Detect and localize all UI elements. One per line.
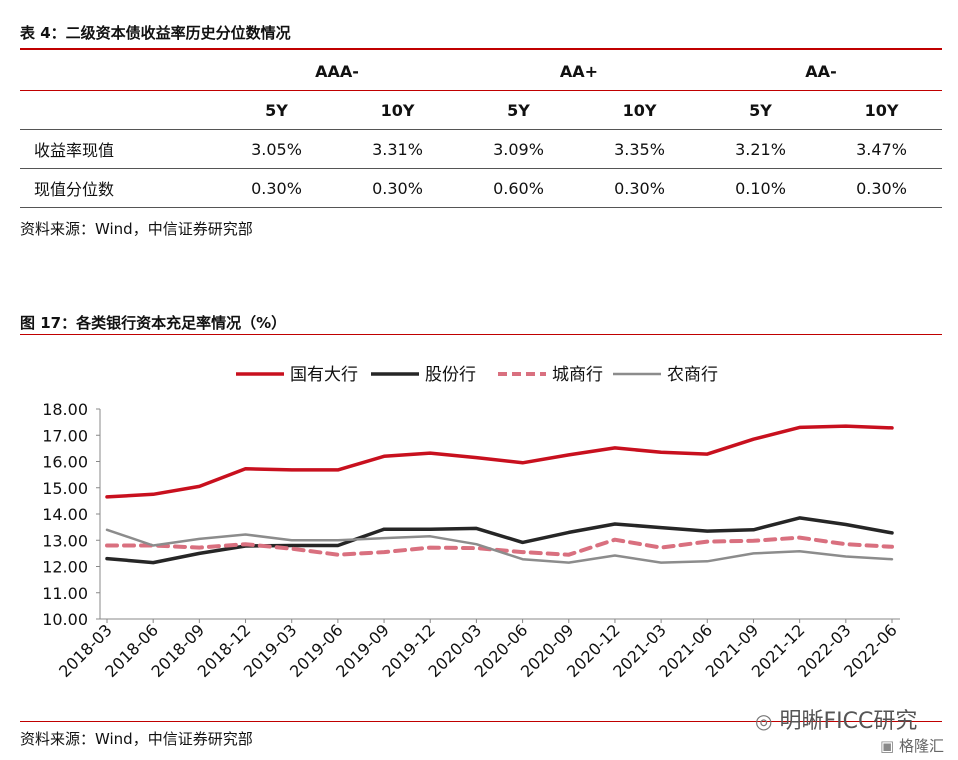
series-line	[105, 516, 894, 565]
legend-label: 城商行	[552, 365, 603, 385]
table-cell: 0.30%	[821, 168, 942, 208]
table-cell: 3.05%	[216, 129, 337, 169]
y-tick-label: 18.00	[42, 400, 88, 419]
figure-source: 资料来源：Wind，中信证券研究部	[20, 730, 253, 748]
wechat-icon: ◎	[755, 709, 773, 733]
capital-adequacy-chart: 国有大行 股份行 城商行 农商行 10.0011.0012.0013.0014.001…	[42, 365, 901, 681]
y-tick-label: 12.00	[42, 558, 88, 577]
figure-bottom-rule	[20, 721, 942, 722]
term-header: 10Y	[337, 90, 458, 130]
legend-label: 农商行	[667, 365, 718, 385]
y-axis: 10.00 11.00 12.00 13.00 14.00 15.00 16.00 17.00…	[42, 400, 101, 629]
table-top-rule	[20, 48, 942, 50]
y-tick-label: 10.00	[42, 610, 88, 629]
table-cell: 3.31%	[337, 129, 458, 169]
watermark-secondary: ▣ 格隆汇	[880, 735, 944, 756]
chart-legend: 国有大行 股份行 城商行 农商行	[236, 365, 718, 385]
table-corner	[20, 90, 216, 130]
table-cell: 3.21%	[700, 129, 821, 169]
table-source: 资料来源：Wind，中信证券研究部	[20, 220, 253, 238]
table-row: 现值分位数 0.30% 0.30% 0.60% 0.30% 0.10% 0.30…	[20, 168, 942, 208]
table-cell: 3.35%	[579, 129, 700, 169]
yield-percentile-table: AAA- AA+ AA- 5Y 10Y 5Y 10Y 5Y 10Y 收益率现值 …	[20, 52, 942, 208]
table-cell: 3.09%	[458, 129, 579, 169]
y-tick-label: 11.00	[42, 584, 88, 603]
series-line	[105, 528, 894, 564]
table-cell: 0.30%	[216, 168, 337, 208]
table-term-header-row: 5Y 10Y 5Y 10Y 5Y 10Y	[20, 90, 942, 130]
y-tick-label: 14.00	[42, 505, 88, 524]
table-cell: 3.47%	[821, 129, 942, 169]
legend-label: 国有大行	[290, 365, 358, 385]
table-group-header-row: AAA- AA+ AA-	[20, 52, 942, 91]
plot-area	[105, 424, 894, 565]
series-line	[105, 535, 894, 557]
table-cell: 0.30%	[579, 168, 700, 208]
watermark-text: 明晰FICC研究	[779, 709, 918, 734]
term-header: 5Y	[700, 90, 821, 130]
y-tick-label: 17.00	[42, 426, 88, 445]
table-cell: 0.30%	[337, 168, 458, 208]
y-tick-label: 15.00	[42, 479, 88, 498]
logo-icon: ▣	[880, 737, 895, 755]
table-cell: 0.60%	[458, 168, 579, 208]
figure-title: 图 17：各类银行资本充足率情况（%）	[20, 314, 287, 332]
watermark-text-secondary: 格隆汇	[898, 737, 944, 755]
x-axis: 2018-032018-062018-092018-122019-032019-…	[55, 618, 901, 681]
row-label: 收益率现值	[20, 129, 216, 169]
term-header: 10Y	[821, 90, 942, 130]
y-tick-label: 13.00	[42, 531, 88, 550]
term-header: 5Y	[216, 90, 337, 130]
watermark: ◎ 明晰FICC研究	[755, 703, 917, 735]
table-corner	[20, 52, 216, 91]
group-header: AA-	[805, 61, 837, 81]
term-header: 5Y	[458, 90, 579, 130]
table-row: 收益率现值 3.05% 3.31% 3.09% 3.35% 3.21% 3.47…	[20, 129, 942, 169]
series-line	[105, 424, 894, 499]
table-title: 表 4：二级资本债收益率历史分位数情况	[20, 24, 291, 42]
row-label: 现值分位数	[20, 168, 216, 208]
table-cell: 0.10%	[700, 168, 821, 208]
term-header: 10Y	[579, 90, 700, 130]
group-header: AA+	[559, 61, 599, 81]
group-header: AAA-	[315, 61, 359, 81]
y-tick-label: 16.00	[42, 453, 88, 472]
figure-top-rule	[20, 334, 942, 335]
legend-label: 股份行	[425, 365, 476, 385]
